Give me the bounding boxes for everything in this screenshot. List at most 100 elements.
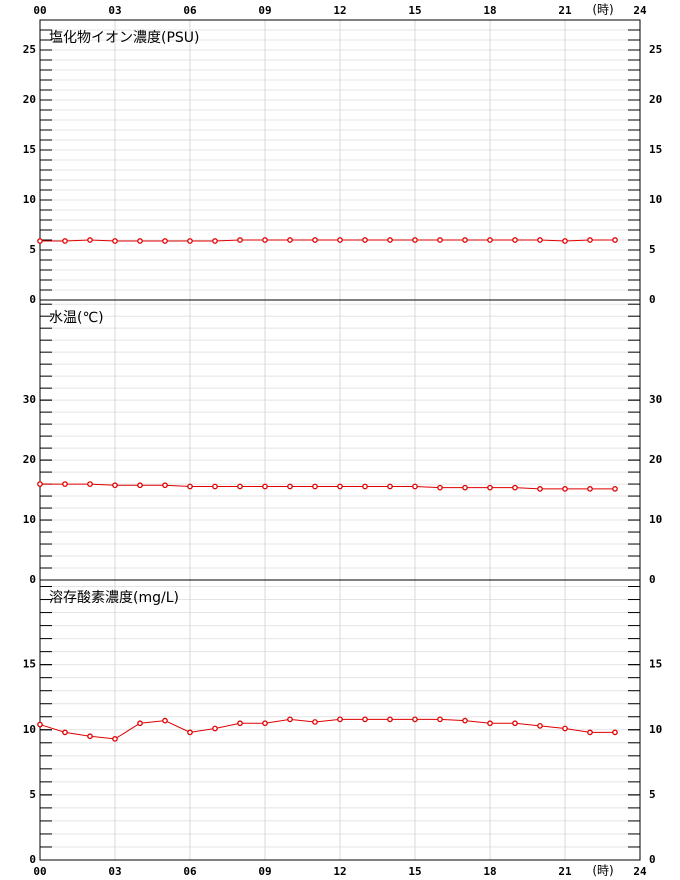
y-tick-label: 15: [649, 658, 662, 671]
point: [237, 483, 243, 490]
point: [287, 716, 293, 723]
point: [262, 483, 268, 490]
point: [162, 238, 168, 244]
x-tick-label: 12: [333, 4, 346, 17]
y-tick-label: 10: [649, 193, 662, 206]
point: [437, 237, 443, 243]
point: [62, 481, 68, 487]
point: [387, 716, 393, 723]
point: [112, 238, 118, 244]
y-tick-label: 5: [29, 788, 36, 801]
point: [512, 720, 518, 727]
y-tick-label: 0: [29, 853, 36, 866]
point: [612, 486, 618, 492]
point: [587, 729, 593, 736]
point: [312, 483, 318, 490]
point: [312, 237, 318, 243]
point: [537, 237, 543, 243]
point: [237, 237, 243, 243]
point: [437, 484, 443, 491]
point: [87, 237, 93, 243]
point: [362, 237, 368, 243]
point: [87, 733, 93, 740]
point: [562, 725, 568, 732]
point: [537, 723, 543, 729]
point: [612, 729, 618, 736]
point: [487, 720, 493, 727]
line: [40, 239, 615, 242]
x-tick-label: 24: [633, 865, 647, 878]
point: [337, 716, 343, 723]
x-tick-label: 21: [558, 865, 572, 878]
point: [237, 720, 243, 727]
y-tick-label: 15: [23, 143, 36, 156]
point: [187, 238, 193, 244]
point: [112, 736, 118, 742]
point: [587, 486, 593, 492]
point: [462, 484, 468, 491]
x-tick-label: 18: [483, 865, 496, 878]
point: [412, 716, 418, 723]
y-tick-label: 20: [23, 93, 36, 106]
y-tick-label: 10: [23, 193, 36, 206]
y-tick-label: 0: [649, 573, 656, 586]
point: [62, 238, 68, 244]
point: [162, 717, 168, 724]
point: [262, 720, 268, 727]
point: [87, 481, 93, 487]
point: [512, 484, 518, 491]
point: [212, 238, 218, 244]
y-tick-label: 0: [29, 293, 36, 306]
y-tick-label: 10: [23, 513, 36, 526]
line: [39, 718, 615, 740]
x-tick-label: 00: [33, 4, 46, 17]
point: [387, 483, 393, 490]
x-tick-label: 03: [108, 4, 121, 17]
x-tick-label: 15: [408, 865, 421, 878]
point: [262, 237, 268, 243]
panel-title: 塩化物イオン濃度(PSU): [49, 30, 200, 46]
y-tick-label: 30: [649, 393, 662, 406]
point: [462, 717, 468, 724]
point: [112, 482, 118, 489]
x-tick-label: 06: [183, 4, 197, 17]
point: [37, 481, 43, 487]
point: [612, 237, 618, 243]
point: [137, 238, 143, 244]
y-tick-label: 20: [649, 453, 662, 466]
point: [137, 720, 143, 727]
y-tick-label: 5: [649, 243, 656, 256]
point: [162, 482, 168, 489]
x-tick-label: 15: [408, 4, 421, 17]
point: [62, 729, 68, 736]
x-tick-label: 24: [633, 4, 647, 17]
point: [137, 482, 143, 489]
y-tick-label: 20: [23, 453, 36, 466]
x-tick-label: 09: [258, 4, 271, 17]
point: [287, 483, 293, 490]
y-tick-label: 30: [23, 393, 36, 406]
y-tick-label: 15: [23, 658, 36, 671]
y-tick-label: 0: [649, 853, 656, 866]
point: [187, 729, 193, 736]
x-unit-label: (時): [592, 3, 613, 17]
point: [387, 237, 393, 243]
point: [437, 716, 443, 723]
y-tick-label: 25: [23, 43, 36, 56]
point: [337, 237, 343, 243]
point: [362, 716, 368, 723]
y-tick-label: 5: [29, 243, 36, 256]
point: [487, 484, 493, 491]
point: [412, 237, 418, 243]
y-tick-label: 20: [649, 93, 662, 106]
x-tick-label: 00: [33, 865, 46, 878]
y-tick-label: 5: [649, 788, 656, 801]
y-tick-label: 0: [649, 293, 656, 306]
panel-title: 溶存酸素濃度(mg/L): [49, 590, 179, 606]
point: [337, 483, 343, 490]
point: [37, 238, 43, 244]
x-tick-label: 12: [333, 865, 346, 878]
y-tick-label: 10: [649, 723, 662, 736]
point: [537, 486, 543, 492]
